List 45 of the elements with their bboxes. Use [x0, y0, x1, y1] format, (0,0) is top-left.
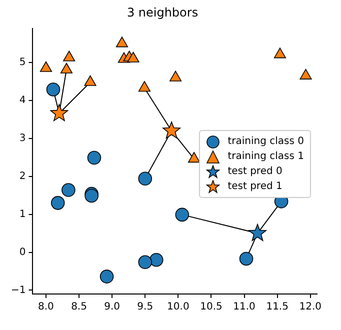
x-tick-label: 12.0: [299, 302, 322, 313]
y-tick-label: 0: [19, 246, 26, 258]
legend-label: training class 1: [228, 151, 304, 162]
point: [175, 208, 190, 222]
point: [50, 104, 68, 122]
point: [239, 252, 254, 266]
chart-title: 3 neighbors: [126, 5, 198, 20]
point: [274, 48, 286, 58]
x-tick-label: 8.5: [71, 302, 87, 313]
point: [170, 70, 182, 82]
y-tick-label: 3: [19, 133, 26, 144]
point: [127, 52, 140, 62]
x-tick-label: 9.0: [104, 302, 120, 313]
x-tick-label: 10.5: [200, 302, 222, 313]
x-tick-label: 11.5: [266, 302, 288, 313]
x-tick-label: 10.0: [167, 302, 190, 313]
y-tick-label: 1: [19, 208, 26, 220]
x-tick-label: 11.0: [233, 302, 256, 313]
point: [100, 270, 114, 284]
y-tick-label: 4: [19, 95, 26, 106]
point: [46, 82, 60, 96]
legend-label: test pred 0: [228, 166, 282, 177]
point: [138, 81, 150, 92]
point: [138, 255, 152, 270]
point: [60, 62, 72, 74]
y-tick-label: 2: [19, 170, 26, 182]
point: [63, 50, 76, 62]
point: [40, 61, 52, 72]
point: [116, 36, 128, 48]
point: [84, 75, 96, 86]
point: [248, 224, 266, 241]
legend-label: test pred 1: [228, 181, 282, 192]
point: [50, 196, 65, 210]
point: [149, 252, 164, 267]
point: [162, 121, 181, 139]
point: [87, 150, 102, 165]
x-tick-label: 9.5: [137, 302, 154, 313]
y-tick-label: −1: [10, 284, 26, 296]
point: [138, 172, 152, 186]
x-tick-label: 8.0: [38, 302, 54, 313]
y-tick-label: 5: [19, 57, 26, 68]
point: [188, 152, 200, 163]
point: [300, 68, 312, 80]
point: [62, 183, 76, 197]
legend-label: training class 0: [228, 136, 304, 147]
